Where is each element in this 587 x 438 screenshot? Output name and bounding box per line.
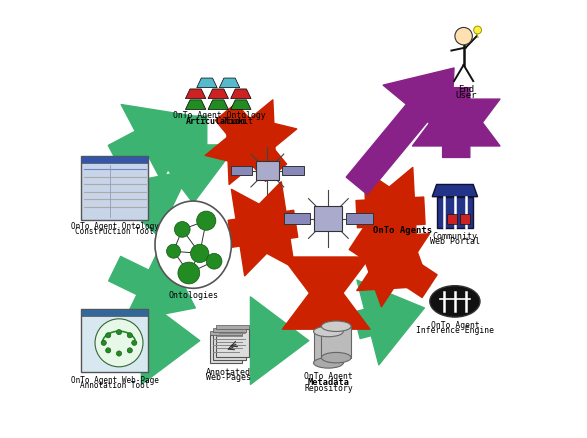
FancyArrowPatch shape	[230, 182, 298, 268]
Text: OnTo Agent Ontology: OnTo Agent Ontology	[70, 221, 158, 230]
Circle shape	[206, 254, 222, 269]
Bar	[447, 215, 457, 224]
Circle shape	[178, 262, 200, 284]
FancyBboxPatch shape	[213, 332, 245, 360]
Text: OnTo Agents: OnTo Agents	[373, 225, 431, 234]
Circle shape	[167, 245, 181, 258]
Circle shape	[127, 333, 133, 338]
Circle shape	[95, 319, 143, 367]
Bar	[315, 207, 342, 231]
Bar	[231, 166, 252, 176]
FancyArrowPatch shape	[141, 297, 200, 385]
Ellipse shape	[322, 353, 351, 363]
FancyBboxPatch shape	[81, 309, 149, 316]
FancyBboxPatch shape	[81, 309, 149, 372]
Text: OnTo Agent: OnTo Agent	[430, 320, 479, 329]
Ellipse shape	[313, 326, 343, 337]
Circle shape	[174, 222, 190, 238]
Circle shape	[101, 340, 106, 346]
FancyArrowPatch shape	[104, 171, 190, 237]
Ellipse shape	[313, 358, 343, 368]
FancyBboxPatch shape	[322, 326, 351, 358]
Bar	[256, 161, 279, 181]
FancyBboxPatch shape	[210, 331, 242, 335]
Polygon shape	[432, 185, 478, 197]
FancyArrowPatch shape	[251, 297, 309, 385]
Text: OnTo Agent: OnTo Agent	[304, 371, 353, 380]
Bar	[282, 166, 304, 176]
Polygon shape	[208, 101, 228, 110]
Ellipse shape	[430, 286, 480, 318]
FancyArrowPatch shape	[413, 88, 500, 158]
Text: Web Portal: Web Portal	[430, 237, 480, 246]
Circle shape	[116, 351, 122, 357]
Text: Community: Community	[433, 231, 477, 240]
Polygon shape	[231, 90, 251, 99]
FancyArrowPatch shape	[150, 117, 237, 204]
FancyBboxPatch shape	[437, 197, 473, 229]
FancyArrowPatch shape	[282, 258, 370, 316]
FancyBboxPatch shape	[216, 329, 248, 357]
Text: Tookit: Tookit	[218, 117, 253, 126]
FancyArrowPatch shape	[357, 168, 425, 255]
Text: Inference Engine: Inference Engine	[416, 325, 494, 335]
Circle shape	[474, 27, 481, 35]
FancyBboxPatch shape	[213, 328, 245, 332]
Polygon shape	[208, 90, 228, 99]
FancyArrowPatch shape	[205, 101, 276, 173]
Bar	[346, 213, 373, 225]
Text: OnTo Agent Ontology: OnTo Agent Ontology	[173, 111, 266, 120]
FancyArrowPatch shape	[413, 88, 500, 158]
Circle shape	[191, 245, 209, 263]
Text: Annotation Tool: Annotation Tool	[80, 381, 149, 389]
FancyArrowPatch shape	[349, 218, 430, 291]
Text: Annotated: Annotated	[205, 367, 251, 376]
Circle shape	[131, 340, 137, 346]
Text: Web-Pages: Web-Pages	[205, 373, 251, 381]
Circle shape	[197, 212, 216, 231]
FancyArrowPatch shape	[357, 234, 437, 307]
Bar	[284, 213, 311, 225]
Text: Construction Tool: Construction Tool	[75, 227, 154, 236]
FancyArrowPatch shape	[108, 105, 193, 183]
Circle shape	[106, 348, 111, 353]
Text: Metadata: Metadata	[308, 377, 349, 386]
Text: Articulation: Articulation	[185, 117, 245, 126]
FancyArrowPatch shape	[346, 69, 454, 195]
Circle shape	[455, 28, 473, 46]
Text: OnTo Agent Web-Page: OnTo Agent Web-Page	[70, 375, 158, 384]
FancyArrowPatch shape	[282, 271, 370, 329]
Circle shape	[106, 333, 111, 338]
FancyArrowPatch shape	[228, 190, 296, 276]
Text: Repository: Repository	[304, 383, 353, 392]
FancyBboxPatch shape	[216, 325, 248, 329]
Polygon shape	[231, 101, 251, 110]
Bar	[460, 215, 470, 224]
FancyBboxPatch shape	[210, 335, 242, 364]
FancyBboxPatch shape	[313, 332, 343, 363]
Text: End: End	[458, 85, 474, 94]
Polygon shape	[185, 90, 206, 99]
FancyBboxPatch shape	[81, 157, 149, 163]
FancyArrowPatch shape	[353, 280, 424, 365]
Circle shape	[116, 330, 122, 335]
Circle shape	[127, 348, 133, 353]
FancyArrowPatch shape	[109, 244, 195, 322]
Text: Ontologies: Ontologies	[168, 291, 218, 300]
Ellipse shape	[322, 321, 351, 332]
FancyArrowPatch shape	[226, 113, 296, 185]
Polygon shape	[220, 79, 239, 88]
Polygon shape	[185, 101, 206, 110]
Polygon shape	[197, 79, 217, 88]
Ellipse shape	[155, 201, 231, 289]
Text: User: User	[455, 91, 477, 99]
FancyBboxPatch shape	[81, 157, 149, 220]
FancyArrowPatch shape	[356, 170, 424, 258]
